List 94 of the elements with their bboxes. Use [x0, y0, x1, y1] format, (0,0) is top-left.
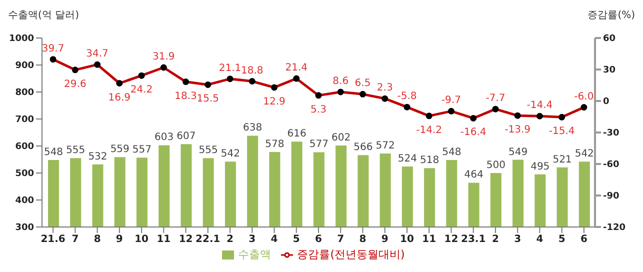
y-tick-label: 700: [15, 115, 34, 126]
y2-tick-label: 60: [603, 34, 616, 44]
y2-tick-label: -120: [603, 223, 626, 234]
data-label: 18.8: [241, 65, 264, 76]
data-label: 15.5: [196, 94, 220, 105]
x-tick-label: 2: [492, 234, 499, 246]
data-label: 2.3: [376, 82, 393, 94]
x-tick-label: 11: [422, 234, 436, 246]
y2-tick-label: -30: [603, 128, 620, 139]
y2-tick-label: 30: [603, 66, 616, 76]
x-tick-label: 8: [94, 234, 101, 246]
x-tick-label: 10: [134, 234, 149, 246]
x-tick-label: 7: [337, 234, 344, 246]
data-label: 34.7: [86, 48, 108, 60]
data-label: 39.7: [42, 43, 64, 54]
data-label: 16.9: [108, 92, 131, 104]
data-label: 518: [420, 155, 440, 166]
x-tick-label: 7: [72, 234, 79, 246]
x-tick-label: 12: [444, 234, 458, 246]
data-label: 521: [552, 154, 572, 166]
y2-tick-label: -90: [603, 192, 620, 202]
data-label: 572: [376, 140, 395, 152]
data-label: 607: [176, 131, 196, 142]
y2-axis-title: 증감률(%): [588, 9, 635, 22]
x-tick-label: 23.1: [460, 234, 486, 246]
data-label: 29.6: [64, 78, 86, 90]
y2-tick-label: -60: [603, 160, 620, 170]
data-label: 24.2: [130, 84, 153, 96]
data-label: -14.2: [416, 124, 442, 136]
y2-tick-label: 0: [603, 97, 610, 108]
x-tick-label: 6: [580, 234, 588, 246]
x-tick-label: 3: [514, 234, 522, 246]
data-label: 603: [154, 132, 174, 144]
data-label: 555: [66, 145, 86, 156]
data-label: 532: [88, 151, 108, 162]
x-tick-label: 9: [381, 234, 388, 246]
x-tick-label: 21.6: [40, 234, 66, 246]
x-tick-label: 5: [292, 234, 300, 246]
data-label: 21.4: [285, 62, 308, 74]
x-tick-label: 22.1: [196, 234, 220, 246]
data-label: 500: [486, 160, 506, 171]
data-label: 616: [287, 128, 306, 140]
legend-label: 증감률(전년동월대비): [297, 248, 405, 261]
data-label: 464: [464, 170, 484, 181]
y-tick-label: 800: [15, 88, 34, 98]
data-label: -15.4: [548, 126, 575, 138]
data-label: 559: [110, 144, 130, 156]
x-tick-label: 8: [359, 234, 366, 246]
y-tick-label: 400: [15, 196, 34, 206]
data-label: -9.7: [441, 95, 461, 106]
data-label: 21.1: [218, 62, 242, 74]
data-label: 495: [530, 161, 550, 172]
x-tick-label: 11: [156, 234, 171, 246]
x-tick-label: 9: [116, 234, 123, 246]
x-tick-label: 5: [558, 234, 566, 246]
data-label: 5.3: [310, 104, 326, 116]
data-label: 31.9: [152, 52, 175, 63]
y-tick-label: 600: [15, 142, 34, 152]
x-tick-label: 12: [178, 234, 193, 246]
x-tick-label: 2: [226, 234, 234, 246]
data-label: 566: [354, 142, 373, 154]
x-tick-label: 4: [270, 234, 278, 246]
data-label: 602: [332, 132, 351, 144]
data-label: 548: [44, 147, 64, 158]
y-tick-label: 300: [15, 223, 34, 234]
data-label: -16.4: [460, 127, 486, 138]
data-label: -14.4: [526, 100, 553, 112]
x-tick-label: 3: [248, 234, 256, 246]
legend-label: 수출액: [238, 248, 272, 261]
x-tick-label: 6: [315, 234, 322, 246]
y-tick-label: 1000: [8, 34, 34, 44]
data-label: 542: [220, 148, 240, 160]
data-label: 524: [398, 154, 417, 165]
x-tick-label: 4: [536, 234, 544, 246]
data-label: 549: [508, 146, 528, 158]
y-tick-label: 500: [15, 169, 34, 180]
data-label: -6.0: [574, 91, 594, 102]
x-tick-label: 10: [400, 234, 414, 246]
data-label: 18.3: [174, 90, 197, 102]
data-label: 548: [442, 147, 462, 158]
data-label: 557: [132, 144, 152, 156]
data-label: 638: [243, 122, 262, 134]
data-label: 578: [265, 138, 284, 150]
data-label: 12.9: [263, 96, 286, 108]
data-label: 577: [309, 139, 328, 150]
data-label: 6.5: [354, 78, 371, 90]
data-label: -5.8: [397, 91, 417, 102]
y-tick-label: 900: [15, 61, 34, 72]
data-label: -7.7: [486, 93, 506, 104]
data-label: -13.9: [504, 124, 531, 136]
data-label: 555: [198, 145, 218, 156]
y-axis-title: 수출액(억 달러): [8, 9, 79, 22]
data-label: 8.6: [332, 76, 349, 87]
data-label: 542: [574, 148, 594, 160]
